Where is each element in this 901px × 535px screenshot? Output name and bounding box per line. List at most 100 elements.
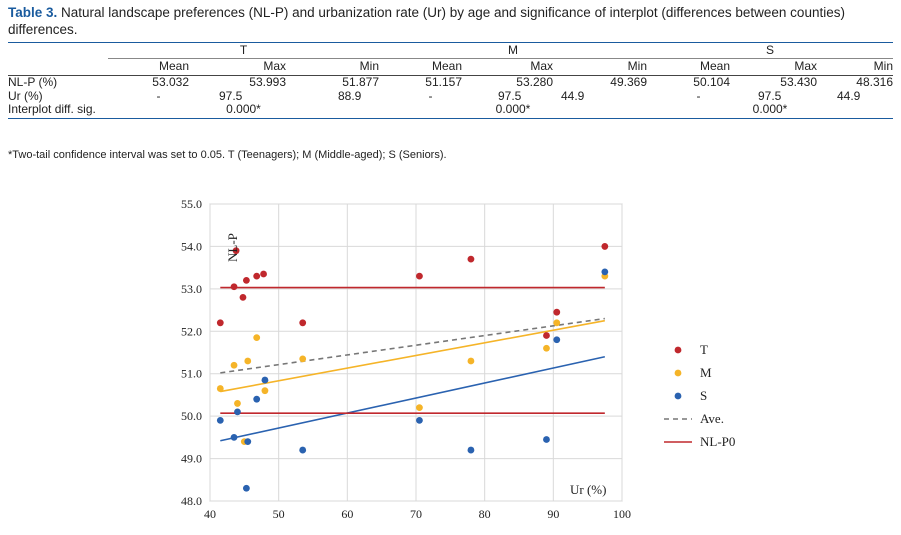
point-m — [244, 357, 252, 365]
table-cell: 53.280 — [516, 75, 553, 89]
table-cell: 97.5 — [758, 88, 782, 103]
point-t — [216, 319, 224, 327]
y-tick-label: 53.0 — [181, 282, 202, 296]
legend-marker-t — [674, 346, 682, 354]
legend-label-s: S — [700, 388, 707, 403]
point-s — [230, 433, 238, 441]
subheader-mean: Mean — [647, 58, 730, 76]
point-t — [242, 276, 250, 284]
subheader-mean: Mean — [108, 58, 189, 76]
point-s — [601, 268, 609, 276]
table-row-ur: Ur (%) - 97.5 88.9 - 97.5 44.9 - 97.5 44… — [8, 88, 893, 104]
table-cell: - — [156, 88, 161, 103]
group-header-s: S — [647, 42, 893, 59]
table-row-sig: Interplot diff. sig. 0.000* 0.000* 0.000… — [8, 102, 893, 119]
point-t — [230, 283, 238, 291]
subheader-max: Max — [189, 58, 286, 76]
x-tick-label: 70 — [410, 507, 422, 521]
table-cell: - — [696, 88, 701, 103]
point-t — [260, 270, 267, 278]
point-s — [416, 416, 423, 424]
point-s — [553, 336, 561, 344]
table-cell: 97.5 — [498, 88, 522, 103]
legend-label-nl-p0: NL-P0 — [700, 434, 735, 449]
point-m — [216, 385, 224, 392]
point-m — [416, 404, 423, 412]
y-axis-label: NL-P — [225, 233, 240, 262]
point-s — [216, 416, 224, 424]
x-axis-label: Ur (%) — [570, 482, 606, 497]
table-cell: 51.157 — [425, 75, 462, 89]
point-s — [234, 408, 241, 416]
point-s — [467, 446, 475, 454]
table-cell: 44.9 — [561, 88, 585, 103]
point-t — [299, 319, 307, 327]
table-cell: 88.9 — [338, 88, 362, 103]
y-tick-label: 52.0 — [181, 324, 202, 338]
subheader-min: Min — [553, 58, 647, 76]
point-s — [543, 436, 550, 443]
point-s — [261, 376, 269, 384]
y-tick-label: 49.0 — [181, 452, 202, 466]
group-header-row: T M S — [8, 42, 893, 59]
table-cell: 50.104 — [693, 75, 730, 89]
data-table-container: T M S Mean Max Min Mean Max Min Mean Max… — [8, 42, 893, 119]
x-tick-label: 60 — [341, 507, 353, 521]
table-cell: 53.032 — [152, 75, 189, 89]
table-row-nlp: NL-P (%) 53.032 53.993 51.877 51.157 53.… — [8, 75, 893, 90]
point-t — [232, 247, 240, 255]
point-m — [543, 344, 550, 352]
table-cell: 53.430 — [780, 75, 817, 89]
data-table: T M S Mean Max Min Mean Max Min Mean Max… — [8, 42, 893, 119]
group-header-m: M — [379, 42, 647, 59]
scatter-chart: 48.0 49.0 50.0 51.0 52.0 53.0 54.0 55.0 40 50 60 70… — [181, 197, 735, 521]
point-t — [553, 308, 561, 316]
x-tick-label: 40 — [204, 507, 216, 521]
point-t — [239, 293, 247, 301]
table-cell: 97.5 — [219, 88, 243, 103]
point-m — [234, 400, 241, 407]
line-m-trend — [220, 319, 605, 393]
table-label: Table 3. — [8, 5, 58, 20]
y-tick-label: 48.0 — [181, 494, 202, 508]
point-s — [242, 484, 250, 492]
x-tick-label: 90 — [547, 507, 559, 521]
x-tick-label: 50 — [273, 507, 285, 521]
table-cell: 48.316 — [856, 75, 893, 89]
point-t — [601, 243, 609, 250]
legend-marker-m — [674, 369, 682, 377]
table-footnote: *Two-tail confidence interval was set to… — [8, 149, 447, 161]
x-tick-label: 100 — [613, 507, 631, 521]
point-t — [253, 272, 261, 280]
table-cell: 51.877 — [342, 75, 379, 89]
point-m — [553, 319, 561, 327]
chart-tick-labels: 48.0 49.0 50.0 51.0 52.0 53.0 54.0 55.0 40 50 60 70… — [181, 197, 631, 521]
table-cell: 44.9 — [837, 88, 861, 103]
sig-value-t: 0.000* — [108, 102, 379, 119]
point-t — [467, 255, 475, 263]
chart-legend: TMS Ave. NL-P0 — [664, 342, 735, 449]
chart-grid — [209, 203, 623, 502]
point-t — [543, 332, 550, 339]
subheader-max: Max — [462, 58, 553, 76]
point-m — [253, 334, 261, 342]
point-s — [253, 395, 261, 403]
sig-value-m: 0.000* — [379, 102, 647, 119]
group-header-t: T — [108, 42, 379, 59]
chart-lines — [220, 286, 606, 442]
table-cell: - — [428, 88, 433, 103]
legend-marker-s — [674, 392, 682, 400]
point-t — [416, 272, 423, 280]
chart-points — [216, 243, 609, 492]
subheader-row: Mean Max Min Mean Max Min Mean Max Min — [8, 58, 893, 76]
y-tick-label: 54.0 — [181, 239, 202, 253]
sig-value-s: 0.000* — [647, 102, 893, 119]
table-cell: 53.993 — [249, 75, 286, 89]
legend-label-m: M — [700, 365, 712, 380]
line-ave- — [220, 317, 605, 374]
table-cell: 49.369 — [610, 75, 647, 89]
x-tick-label: 80 — [479, 507, 491, 521]
y-tick-label: 51.0 — [181, 367, 202, 381]
legend-label-t: T — [700, 342, 708, 357]
point-m — [261, 387, 269, 395]
